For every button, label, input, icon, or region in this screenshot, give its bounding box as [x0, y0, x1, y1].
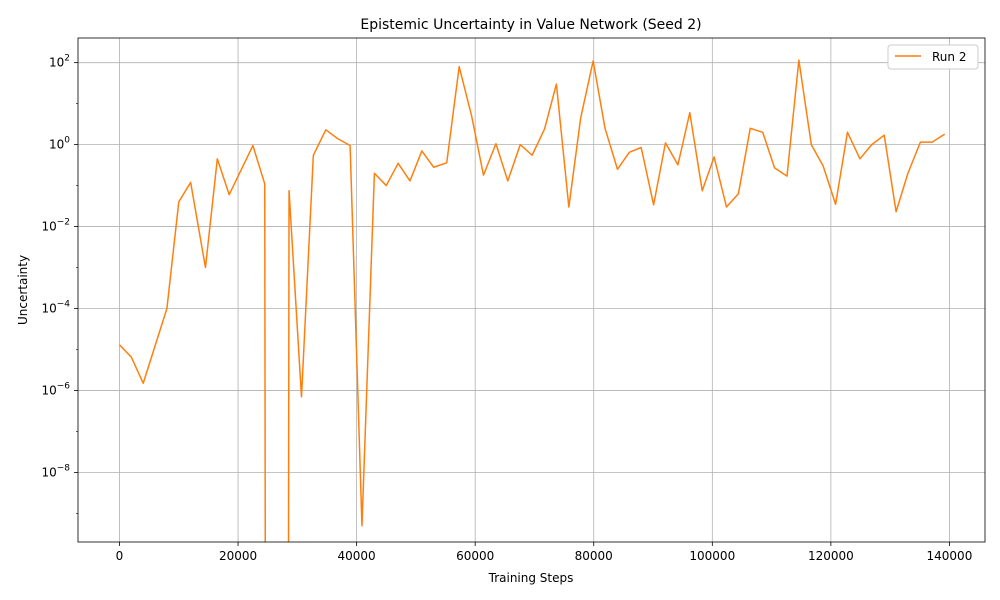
x-axis-label: Training Steps — [488, 571, 574, 585]
series-line-run-2 — [118, 59, 946, 542]
legend-label-run-2: Run 2 — [932, 50, 966, 64]
y-tick-label: 100 — [49, 136, 70, 152]
grid-lines — [78, 38, 985, 542]
y-tick-label: 10−2 — [41, 218, 70, 234]
y-tick-label: 102 — [49, 54, 70, 70]
x-tick-label: 20000 — [219, 549, 257, 563]
y-tick-label: 10−4 — [41, 300, 70, 316]
x-axis-ticks: 0 20000 40000 60000 80000 100000 120000 140000 — [116, 542, 973, 563]
y-tick-label: 10−6 — [41, 381, 70, 397]
x-tick-label: 40000 — [338, 549, 376, 563]
x-tick-label: 120000 — [808, 549, 854, 563]
x-tick-label: 0 — [116, 549, 124, 563]
y-tick-label: 10−8 — [41, 463, 70, 479]
x-tick-label: 140000 — [927, 549, 973, 563]
y-axis-label: Uncertainty — [16, 255, 30, 325]
x-tick-label: 80000 — [575, 549, 613, 563]
x-tick-label: 100000 — [689, 549, 735, 563]
y-axis-ticks: 10−8 10−6 10−4 10−2 100 102 — [41, 54, 78, 514]
x-tick-label: 60000 — [456, 549, 494, 563]
legend: Run 2 — [887, 44, 979, 70]
legend-box — [887, 44, 979, 70]
chart-title: Epistemic Uncertainty in Value Network (… — [360, 17, 701, 33]
plot-frame — [77, 37, 986, 543]
